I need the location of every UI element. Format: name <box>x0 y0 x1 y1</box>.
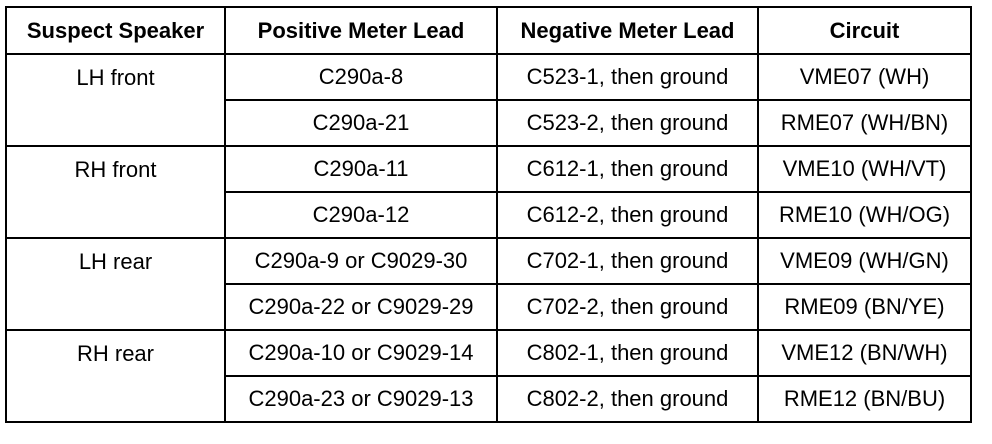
header-positive-meter-lead: Positive Meter Lead <box>224 6 498 55</box>
cell-negative-lead: C612-1, then ground <box>496 145 759 193</box>
table-row: RH front C290a-11 C612-1, then ground VM… <box>5 145 972 193</box>
cell-speaker <box>5 100 226 147</box>
cell-circuit: VME12 (BN/WH) <box>757 329 972 377</box>
table-row: C290a-21 C523-2, then ground RME07 (WH/B… <box>5 99 972 147</box>
cell-positive-lead: C290a-21 <box>224 99 498 147</box>
cell-speaker <box>5 284 226 331</box>
cell-positive-lead: C290a-10 or C9029-14 <box>224 329 498 377</box>
cell-negative-lead: C802-2, then ground <box>496 375 759 423</box>
table-row: LH rear C290a-9 or C9029-30 C702-1, then… <box>5 237 972 285</box>
cell-circuit: RME10 (WH/OG) <box>757 191 972 239</box>
cell-circuit: RME12 (BN/BU) <box>757 375 972 423</box>
cell-negative-lead: C523-2, then ground <box>496 99 759 147</box>
table-row: C290a-23 or C9029-13 C802-2, then ground… <box>5 375 972 423</box>
speaker-test-table: Suspect Speaker Positive Meter Lead Nega… <box>5 6 972 423</box>
cell-positive-lead: C290a-8 <box>224 53 498 101</box>
header-circuit: Circuit <box>757 6 972 55</box>
cell-speaker: LH rear <box>5 237 226 284</box>
cell-speaker: RH rear <box>5 329 226 376</box>
cell-positive-lead: C290a-11 <box>224 145 498 193</box>
cell-circuit: VME07 (WH) <box>757 53 972 101</box>
cell-speaker: LH front <box>5 53 226 100</box>
table-row: LH front C290a-8 C523-1, then ground VME… <box>5 53 972 101</box>
cell-negative-lead: C523-1, then ground <box>496 53 759 101</box>
cell-positive-lead: C290a-12 <box>224 191 498 239</box>
table-row: C290a-12 C612-2, then ground RME10 (WH/O… <box>5 191 972 239</box>
cell-negative-lead: C802-1, then ground <box>496 329 759 377</box>
cell-positive-lead: C290a-9 or C9029-30 <box>224 237 498 285</box>
cell-positive-lead: C290a-23 or C9029-13 <box>224 375 498 423</box>
cell-negative-lead: C612-2, then ground <box>496 191 759 239</box>
cell-speaker: RH front <box>5 145 226 192</box>
cell-circuit: VME10 (WH/VT) <box>757 145 972 193</box>
cell-negative-lead: C702-2, then ground <box>496 283 759 331</box>
cell-circuit: VME09 (WH/GN) <box>757 237 972 285</box>
header-negative-meter-lead: Negative Meter Lead <box>496 6 759 55</box>
cell-circuit: RME07 (WH/BN) <box>757 99 972 147</box>
table-row: C290a-22 or C9029-29 C702-2, then ground… <box>5 283 972 331</box>
cell-negative-lead: C702-1, then ground <box>496 237 759 285</box>
table-row: RH rear C290a-10 or C9029-14 C802-1, the… <box>5 329 972 377</box>
cell-speaker <box>5 376 226 423</box>
cell-positive-lead: C290a-22 or C9029-29 <box>224 283 498 331</box>
header-row: Suspect Speaker Positive Meter Lead Nega… <box>5 6 972 55</box>
header-suspect-speaker: Suspect Speaker <box>5 6 226 55</box>
cell-speaker <box>5 192 226 239</box>
cell-circuit: RME09 (BN/YE) <box>757 283 972 331</box>
